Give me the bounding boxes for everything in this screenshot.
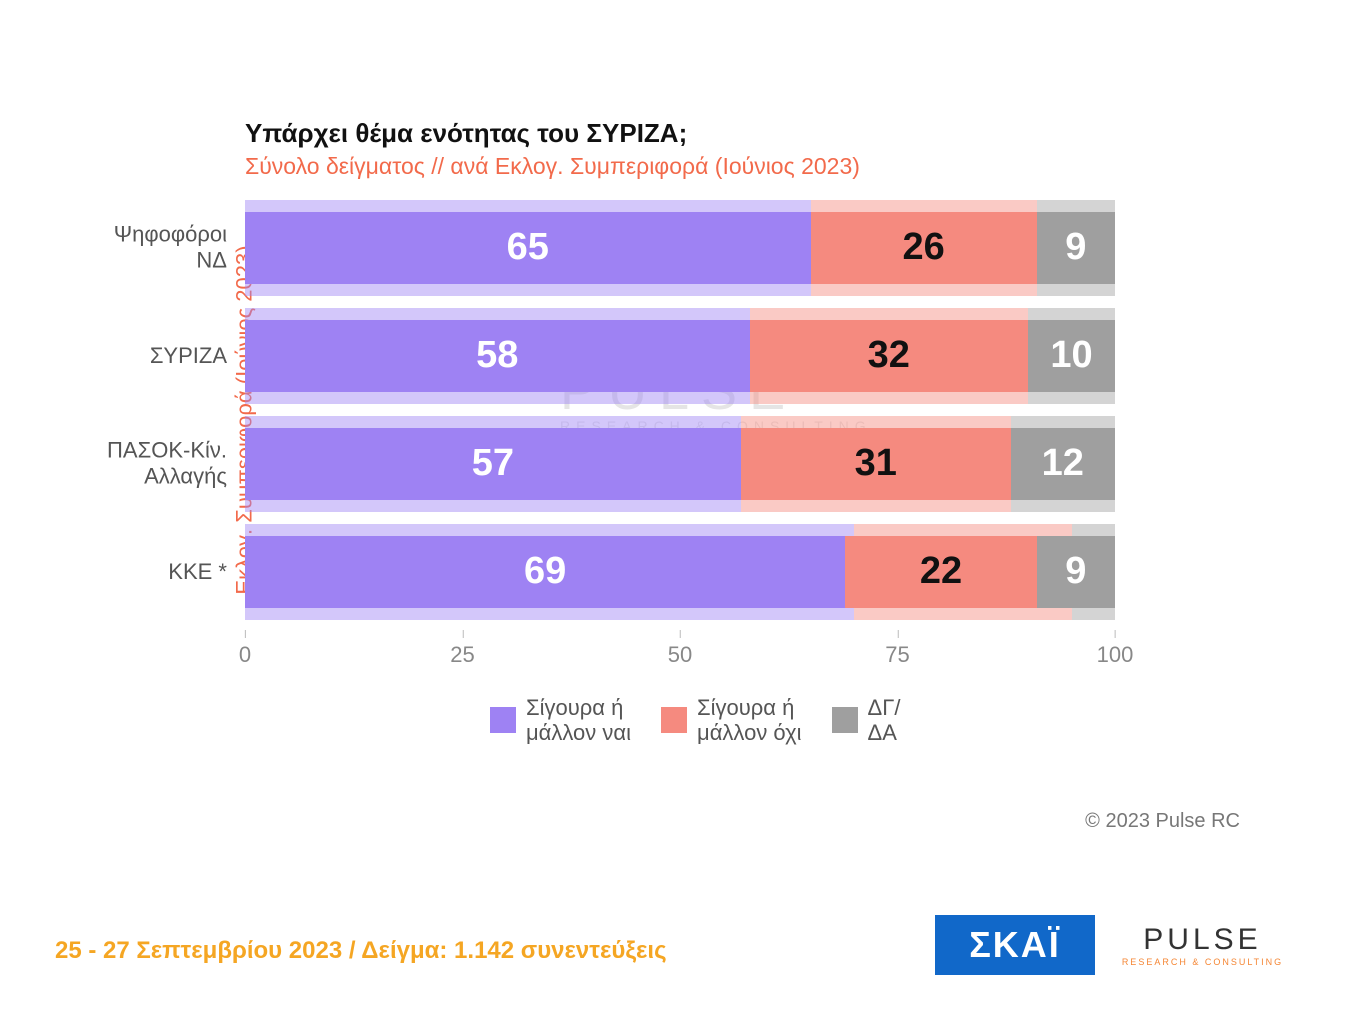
bar-row: ΚΚΕ *69229 <box>245 524 1115 620</box>
legend-item: Σίγουρα ή μάλλον όχι <box>661 695 802 746</box>
pulse-logo: PULSE RESEARCH & CONSULTING <box>1105 915 1300 975</box>
category-label: ΣΥΡΙΖΑ <box>87 343 227 369</box>
bar-value: 65 <box>507 226 549 269</box>
bar-segment: 31 <box>741 428 1011 501</box>
bar-value: 26 <box>902 226 944 269</box>
x-tick-label: 75 <box>885 642 909 667</box>
bar-value: 22 <box>920 550 962 593</box>
x-tick-label: 25 <box>450 642 474 667</box>
legend-label: Σίγουρα ή μάλλον όχι <box>697 695 802 746</box>
legend-swatch <box>490 707 516 733</box>
bar-value: 32 <box>868 334 910 377</box>
copyright-text: © 2023 Pulse RC <box>1085 810 1240 833</box>
bar-value: 58 <box>476 334 518 377</box>
x-axis: 0255075100 <box>245 642 1115 672</box>
x-tick-label: 0 <box>239 642 251 667</box>
legend-item: ΔΓ/ ΔΑ <box>832 695 901 746</box>
x-tick-label: 50 <box>668 642 692 667</box>
skai-label: ΣΚΑΪ <box>969 924 1061 966</box>
bar-segment: 69 <box>245 536 845 609</box>
bar-value: 69 <box>524 550 566 593</box>
bar-row: Ψηφοφόροι ΝΔ65269 <box>245 200 1115 296</box>
legend-item: Σίγουρα ή μάλλον ναι <box>490 695 631 746</box>
x-tick: 50 <box>668 642 692 668</box>
bar-value: 9 <box>1065 550 1086 593</box>
bar-segment: 22 <box>845 536 1036 609</box>
bar-segment: 12 <box>1011 428 1115 501</box>
skai-logo: ΣΚΑΪ <box>935 915 1095 975</box>
chart-subtitle: Σύνολο δείγματος // ανά Εκλογ. Συμπεριφο… <box>245 153 860 180</box>
bar-value: 9 <box>1065 226 1086 269</box>
category-label: Ψηφοφόροι ΝΔ <box>87 222 227 275</box>
x-tick: 100 <box>1097 642 1134 668</box>
chart-area: Ψηφοφόροι ΝΔ65269ΣΥΡΙΖΑ583210ΠΑΣΟΚ-Κίν. … <box>245 200 1115 630</box>
category-label: ΚΚΕ * <box>87 559 227 585</box>
bar-segment: 32 <box>750 320 1028 393</box>
category-label: ΠΑΣΟΚ-Κίν. Αλλαγής <box>87 438 227 491</box>
legend-swatch <box>661 707 687 733</box>
bar-segment: 10 <box>1028 320 1115 393</box>
pulse-sub: RESEARCH & CONSULTING <box>1122 957 1283 967</box>
x-tick: 75 <box>885 642 909 668</box>
x-tick: 0 <box>239 642 251 668</box>
title-block: Υπάρχει θέμα ενότητας του ΣΥΡΙΖΑ; Σύνολο… <box>245 118 860 180</box>
footer-date-sample: 25 - 27 Σεπτεμβρίου 2023 / Δείγμα: 1.142… <box>55 937 667 965</box>
chart-title: Υπάρχει θέμα ενότητας του ΣΥΡΙΖΑ; <box>245 118 860 149</box>
bar-row: ΠΑΣΟΚ-Κίν. Αλλαγής573112 <box>245 416 1115 512</box>
bar-value: 31 <box>855 442 897 485</box>
x-tick: 25 <box>450 642 474 668</box>
pulse-label: PULSE <box>1143 923 1261 957</box>
bar-value: 12 <box>1042 442 1084 485</box>
bar-row: ΣΥΡΙΖΑ583210 <box>245 308 1115 404</box>
bar-segment: 9 <box>1037 536 1115 609</box>
bar-segment: 9 <box>1037 212 1115 285</box>
bar-value: 10 <box>1050 334 1092 377</box>
bar-segment: 26 <box>811 212 1037 285</box>
legend-label: Σίγουρα ή μάλλον ναι <box>526 695 631 746</box>
bar-value: 57 <box>472 442 514 485</box>
bar-segment: 65 <box>245 212 811 285</box>
legend-label: ΔΓ/ ΔΑ <box>868 695 901 746</box>
legend-swatch <box>832 707 858 733</box>
legend: Σίγουρα ή μάλλον ναι Σίγουρα ή μάλλον όχι… <box>490 695 900 746</box>
x-tick-label: 100 <box>1097 642 1134 667</box>
chart-container: Υπάρχει θέμα ενότητας του ΣΥΡΙΖΑ; Σύνολο… <box>0 0 1360 1020</box>
bar-segment: 58 <box>245 320 750 393</box>
bar-segment: 57 <box>245 428 741 501</box>
